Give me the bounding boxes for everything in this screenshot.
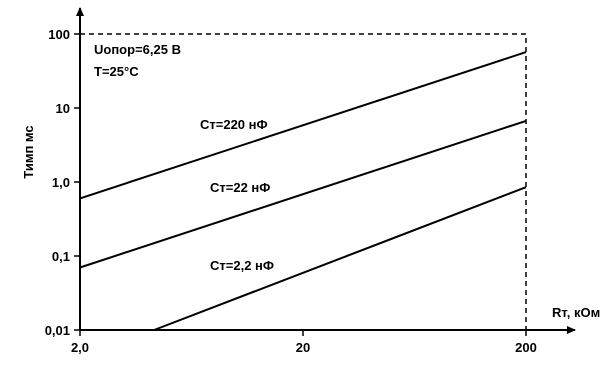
series-label-220nf: Ст=220 нФ	[200, 117, 268, 132]
y-tick-label-3: 10	[56, 101, 70, 116]
series-label-2-2nf: Ст=2,2 нФ	[210, 258, 274, 273]
y-axis-label: Тимп мс	[21, 125, 36, 178]
series-label-22nf: Ст=22 нФ	[210, 180, 270, 195]
plot-frame	[80, 33, 527, 330]
annotation-voltage: Uопор=6,25 В	[94, 42, 181, 57]
series-line-1	[79, 119, 527, 269]
series-line-0	[79, 51, 527, 200]
y-tick-label-0: 0,01	[45, 323, 70, 338]
y-tick-label-1: 0,1	[52, 249, 70, 264]
x-tick-label-0: 2,0	[71, 340, 89, 355]
annotation-temperature: T=25°С	[94, 64, 139, 79]
series-line-2	[153, 186, 527, 331]
y-tick-label-2: 1,0	[52, 175, 70, 190]
ticks: 2,0 20 200 0,01 0,1 1,0 10 100	[45, 27, 537, 355]
series-lines	[79, 51, 527, 331]
x-tick-label-2: 200	[515, 340, 537, 355]
y-tick-label-4: 100	[48, 27, 70, 42]
x-tick-label-1: 20	[296, 340, 310, 355]
x-axis-label: Rт, кОм	[552, 305, 600, 320]
